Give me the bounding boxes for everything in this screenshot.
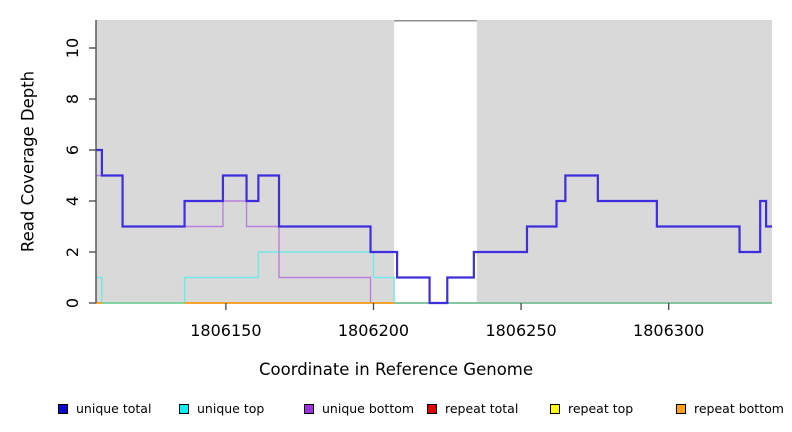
legend-label-repeat-bottom: repeat bottom [694,401,784,416]
x-tick-label: 1806300 [633,321,704,340]
y-tick-label: 8 [63,94,82,104]
y-axis-title: Read Coverage Depth [18,70,38,253]
legend-item-unique-total: unique total [58,402,151,415]
y-tick-label: 6 [63,145,82,155]
legend-label-repeat-total: repeat total [445,401,519,416]
legend-label-unique-total: unique total [76,401,152,416]
y-tick-label: 0 [63,298,82,308]
legend-swatch-repeat-total [427,403,437,414]
x-tick-label: 1806200 [338,321,409,340]
x-axis-title: Coordinate in Reference Genome [258,360,534,379]
series-unique-top [96,251,772,304]
legend-label-repeat-top: repeat top [568,401,634,416]
legend-label-unique-bottom: unique bottom [322,401,415,416]
legend-item-repeat-total: repeat total [427,402,518,415]
y-tick-label: 4 [63,196,82,206]
x-tick-label: 1806250 [485,321,556,340]
plot-canvas: 0 2 4 6 8 10 1806150 1806200 1806250 1806300 [63,20,772,340]
legend-item-unique-top: unique top [179,402,264,415]
legend-label-unique-top: unique top [197,401,265,416]
series-unique-total [96,148,772,305]
legend-item-unique-bottom: unique bottom [304,402,414,415]
legend-swatch-repeat-bottom [676,403,686,414]
x-tick-label: 1806150 [190,321,261,340]
legend-swatch-unique-top [179,403,189,414]
y-tick-label: 2 [63,247,82,257]
legend-swatch-unique-bottom [304,403,314,414]
legend-swatch-repeat-top [550,403,560,414]
legend-item-repeat-top: repeat top [550,402,633,415]
legend-item-repeat-bottom: repeat bottom [676,402,784,415]
gap-band [394,20,477,303]
legend-swatch-unique-total [58,403,68,414]
y-tick-label: 10 [63,38,82,58]
